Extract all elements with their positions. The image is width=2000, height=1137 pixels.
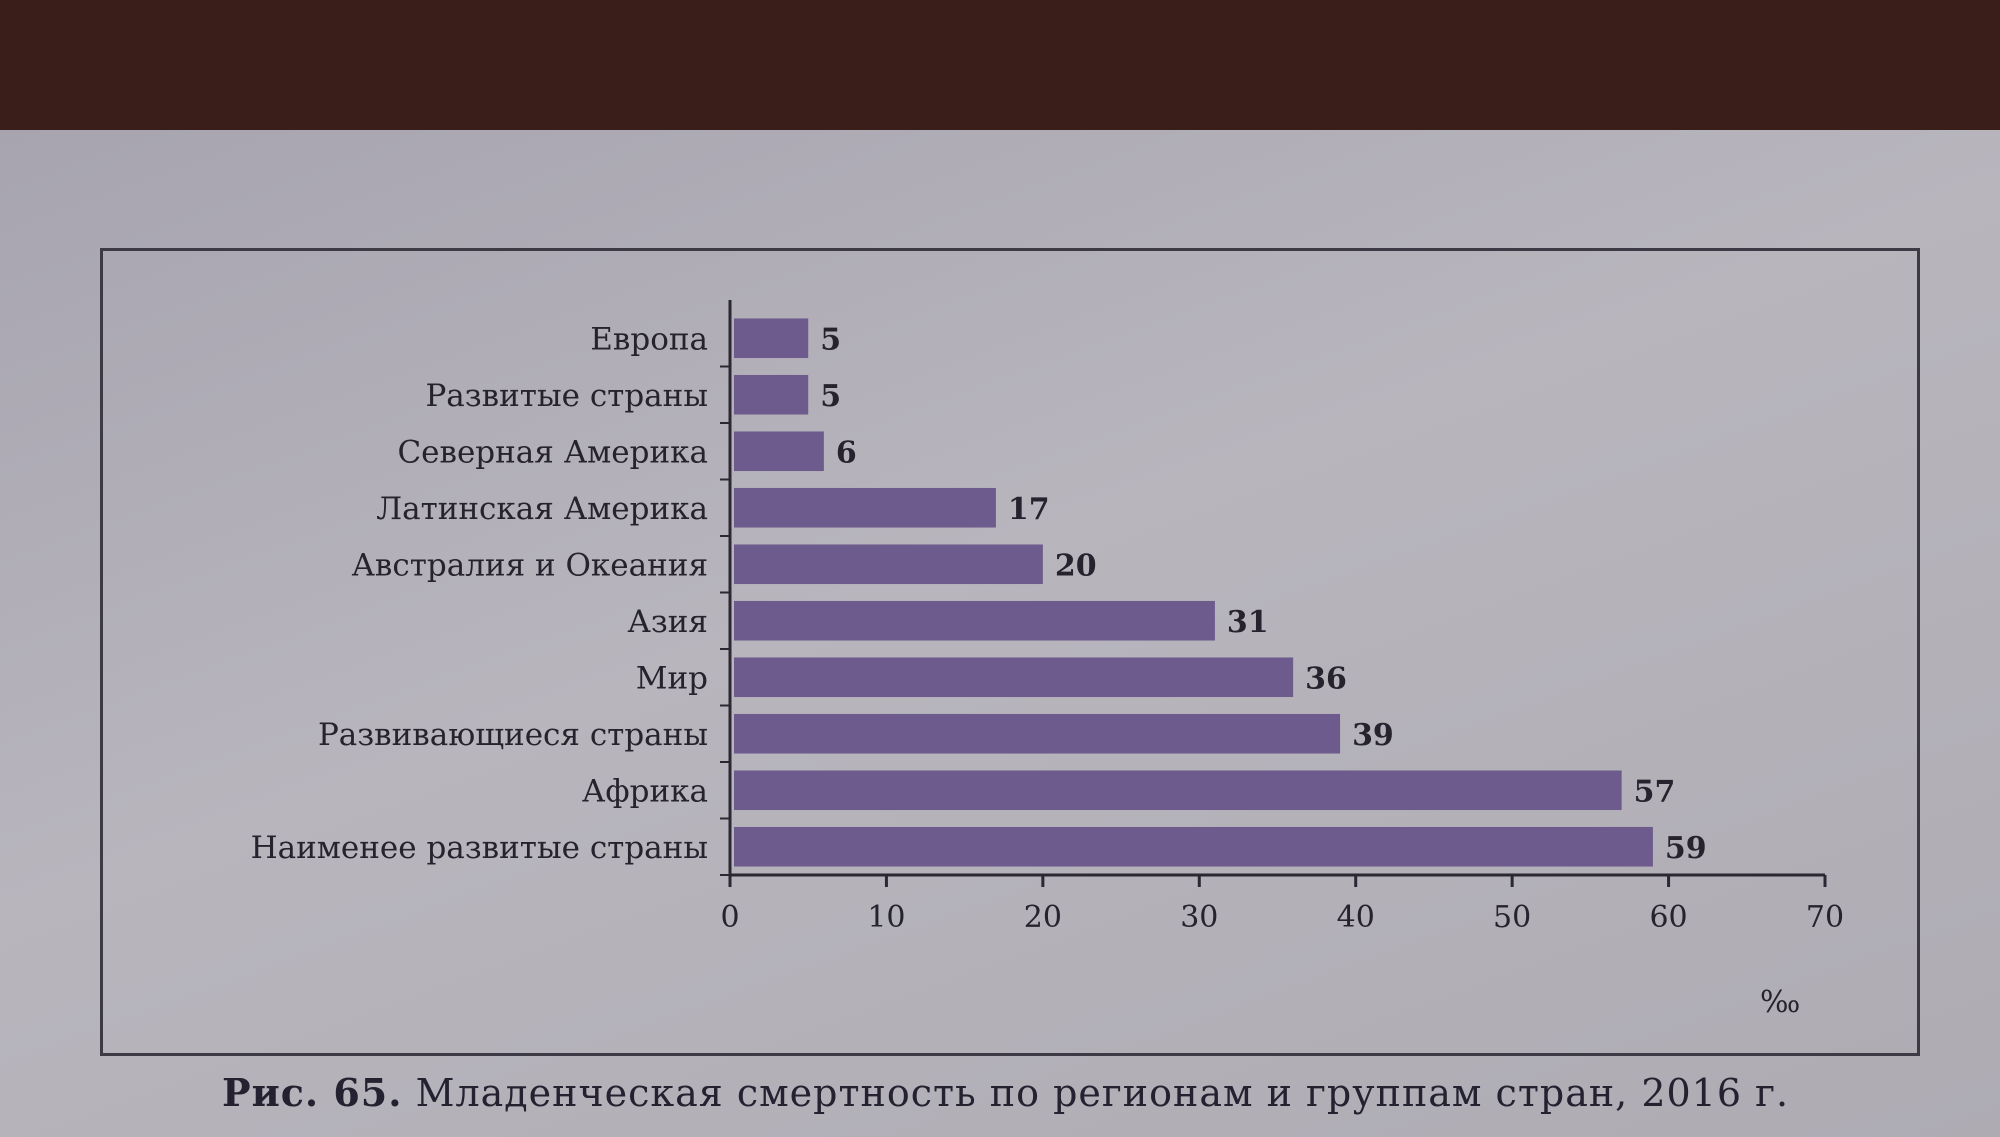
category-label: Развивающиеся страны xyxy=(318,717,708,753)
figure-title: Младенческая смертность по регионам и гр… xyxy=(415,1071,1790,1115)
value-label: 36 xyxy=(1305,661,1347,696)
x-tick-label: 50 xyxy=(1493,900,1531,935)
category-label: Австралия и Океания xyxy=(351,547,708,583)
value-label: 6 xyxy=(836,435,857,470)
x-tick-label: 20 xyxy=(1024,900,1062,935)
figure-number: Рис. 65. xyxy=(222,1070,403,1115)
category-label: Мир xyxy=(636,660,708,696)
value-label: 59 xyxy=(1665,831,1707,866)
x-axis-unit: ‰ xyxy=(1760,985,1800,1020)
value-label: 5 xyxy=(820,322,841,357)
x-tick-label: 40 xyxy=(1337,900,1375,935)
category-label: Азия xyxy=(627,604,708,640)
value-label: 5 xyxy=(820,379,841,414)
bar xyxy=(734,600,1215,641)
category-label: Европа xyxy=(590,321,708,357)
category-label: Северная Америка xyxy=(397,434,708,470)
category-label: Наименее развитые страны xyxy=(251,830,708,866)
chart-frame xyxy=(100,248,1920,1056)
value-label: 20 xyxy=(1055,548,1097,583)
value-label: 31 xyxy=(1227,605,1269,640)
bar xyxy=(734,826,1653,867)
x-tick-label: 60 xyxy=(1649,900,1687,935)
bar xyxy=(734,713,1341,754)
x-tick-label: 0 xyxy=(720,900,739,935)
value-label: 57 xyxy=(1634,774,1676,809)
x-tick-label: 10 xyxy=(867,900,905,935)
bar xyxy=(734,318,809,359)
bar xyxy=(734,770,1622,811)
chart-bars xyxy=(734,318,1653,867)
bar xyxy=(734,544,1043,585)
bar xyxy=(734,374,809,415)
category-label: Развитые страны xyxy=(425,378,708,414)
x-tick-label: 70 xyxy=(1806,900,1844,935)
bar xyxy=(734,657,1294,698)
category-label: Латинская Америка xyxy=(376,491,708,527)
figure-caption: Рис. 65. Младенческая смертность по реги… xyxy=(222,1070,1789,1115)
category-label: Африка xyxy=(582,773,708,809)
chart-labels: Европа 5 Развитые страны 5 Северная Америка 6… xyxy=(251,321,1707,866)
bar xyxy=(734,431,824,472)
value-label: 39 xyxy=(1352,718,1394,753)
x-tick-label: 30 xyxy=(1180,900,1218,935)
chart-axes: 0 10 20 30 40 50 60 70 xyxy=(720,300,1844,935)
value-label: 17 xyxy=(1008,492,1050,527)
bar xyxy=(734,487,996,528)
